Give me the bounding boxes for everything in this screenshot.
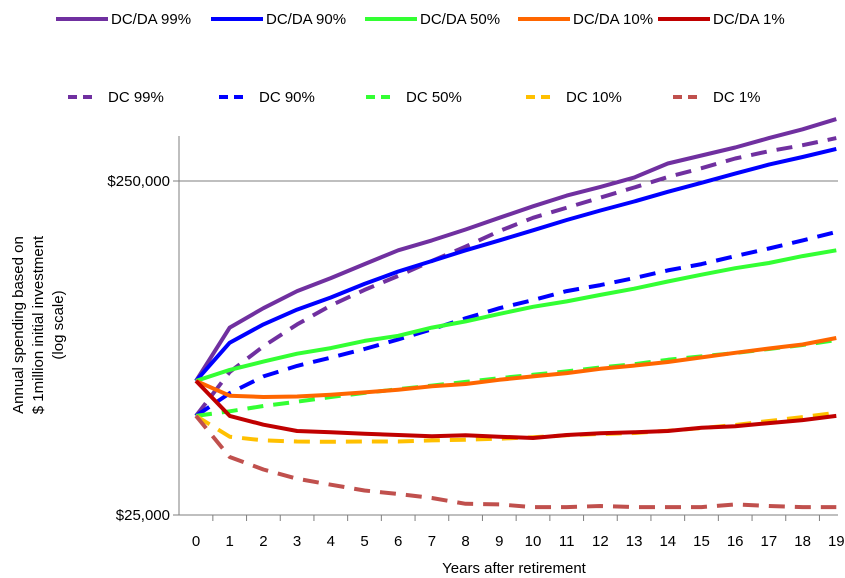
legend-label: DC 50% (406, 89, 462, 106)
legend-label: DC/DA 10% (573, 11, 653, 28)
x-tick-label: 1 (226, 533, 234, 550)
series-line-dc-99 (194, 136, 837, 418)
series-line-dc-da-50 (195, 248, 837, 383)
x-tick-label: 9 (495, 533, 503, 550)
x-tick-label: 8 (461, 533, 469, 550)
x-tick-label: 10 (525, 533, 542, 550)
legend-label: DC/DA 90% (266, 11, 346, 28)
y-tick-label: $250,000 (107, 173, 170, 190)
x-tick-label: 13 (626, 533, 643, 550)
legend: DC/DA 99% DC/DA 90% DC/DA 50% DC/DA 10% DC/D… (56, 11, 785, 106)
y-axis-label-line-3: (log scale) (50, 290, 67, 359)
x-tick-label: 7 (428, 533, 436, 550)
x-tick-label: 15 (693, 533, 710, 550)
series-line-dc-90 (194, 229, 837, 418)
x-tick-label: 0 (192, 533, 200, 550)
x-tick-label: 5 (360, 533, 368, 550)
x-tick-label: 4 (327, 533, 335, 550)
y-axis-label-line-2: $ 1million initial investment (30, 235, 47, 414)
x-ticks: 0 1 2 3 4 5 6 7 8 9 10 11 12 13 14 15 16 17 18 19 (192, 515, 845, 550)
series-line-dc-1 (194, 414, 837, 510)
legend-label: DC 99% (108, 89, 164, 106)
x-tick-label: 3 (293, 533, 301, 550)
x-tick-label: 18 (794, 533, 811, 550)
x-tick-label: 16 (727, 533, 744, 550)
series-line-dc-da-90 (194, 146, 837, 383)
x-tick-label: 12 (592, 533, 609, 550)
x-tick-label: 19 (828, 533, 845, 550)
x-tick-label: 11 (559, 533, 575, 550)
x-axis-label: Years after retirement (442, 560, 587, 577)
y-tick-label: $25,000 (116, 507, 170, 524)
legend-label: DC 1% (713, 89, 761, 106)
x-tick-label: 6 (394, 533, 402, 550)
axes (178, 136, 838, 516)
series-line-dc-da-10 (195, 336, 837, 399)
legend-label: DC/DA 1% (713, 11, 785, 28)
legend-label: DC/DA 50% (420, 11, 500, 28)
y-axis-label-line-1: Annual spending based on (10, 236, 27, 414)
y-ticks: $25,000 $250,000 (107, 173, 179, 524)
legend-label: DC/DA 99% (111, 11, 191, 28)
series-line-dc-da-99 (194, 117, 837, 382)
series-lines (194, 117, 837, 510)
legend-label: DC 10% (566, 89, 622, 106)
x-tick-label: 17 (761, 533, 778, 550)
x-tick-label: 14 (659, 533, 676, 550)
series-line-dc-da-1 (194, 379, 837, 440)
y-axis-label: Annual spending based on $ 1million init… (10, 235, 67, 414)
x-tick-label: 2 (259, 533, 267, 550)
legend-label: DC 90% (259, 89, 315, 106)
